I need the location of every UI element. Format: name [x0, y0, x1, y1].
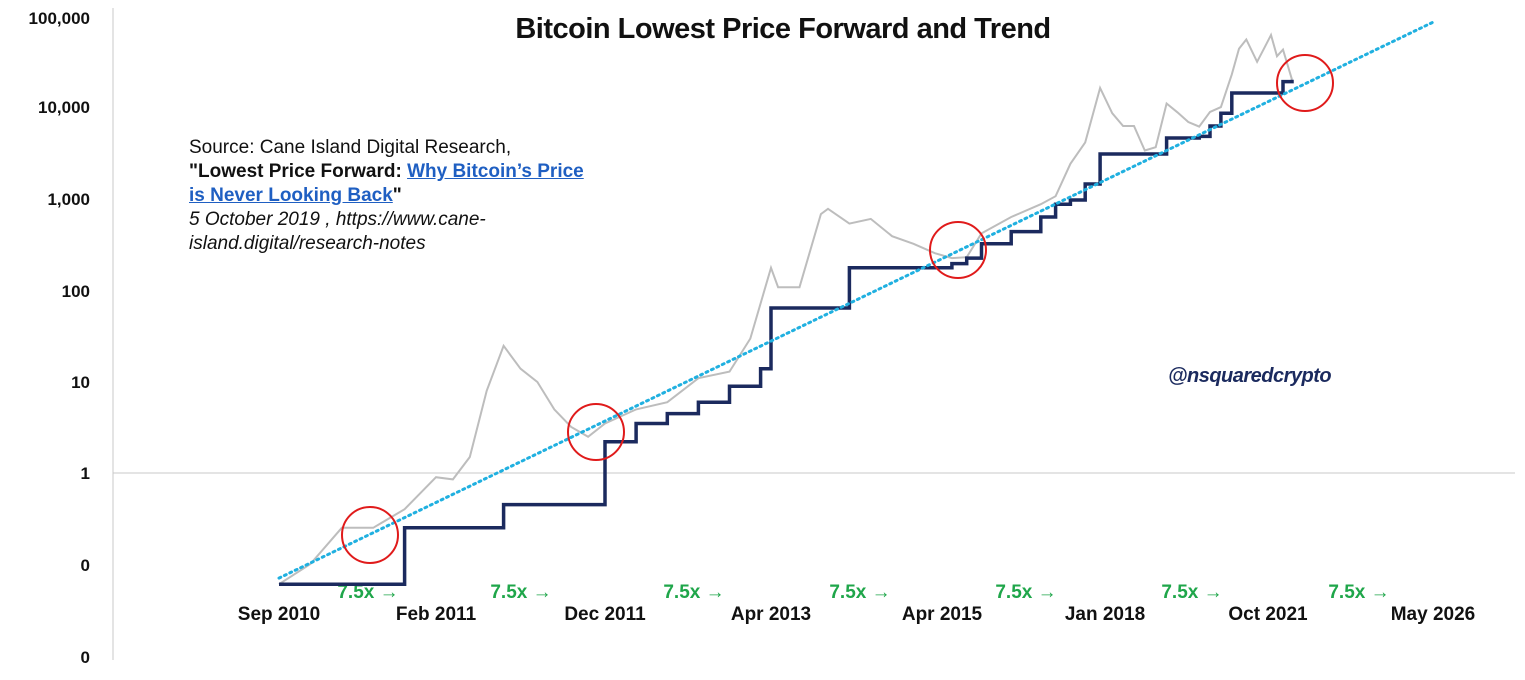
multiplier-label: 7.5x →	[337, 582, 398, 603]
trend-line	[277, 20, 1435, 580]
article-link-part2[interactable]: is Never Looking Back	[189, 185, 393, 206]
multiplier-labels: 7.5x → 7.5x → 7.5x → 7.5x → 7.5x → 7.5x → 7.5x…	[337, 582, 1389, 603]
series-layer	[277, 20, 1435, 586]
price-series-line	[278, 32, 1293, 586]
multiplier-label: 7.5x →	[663, 582, 724, 603]
multiplier-label: 7.5x →	[995, 582, 1056, 603]
x-tick-label: Sep 2010	[238, 604, 320, 625]
y-tick-label: 0	[81, 648, 90, 667]
source-line: Source: Cane Island Digital Research,	[189, 137, 512, 158]
y-tick-label: 1	[81, 464, 90, 483]
y-tick-label: 1,000	[47, 190, 90, 209]
article-link-part1[interactable]: Why Bitcoin’s Price	[407, 161, 584, 182]
highlight-circle	[1276, 54, 1334, 112]
chart-title: Bitcoin Lowest Price Forward and Trend	[515, 13, 1050, 45]
y-tick-label: 100,000	[29, 9, 90, 28]
source-url-rest: island.digital/research-notes	[189, 233, 426, 254]
y-tick-label: 10,000	[38, 98, 90, 117]
multiplier-label: 7.5x →	[829, 582, 890, 603]
x-tick-label: Jan 2018	[1065, 604, 1145, 625]
y-tick-label: 10	[71, 373, 90, 392]
highlight-circles	[341, 54, 1334, 564]
author-handle: @nsquaredcrypto	[1168, 365, 1332, 387]
y-tick-label: 0	[81, 556, 90, 575]
source-note: Source: Cane Island Digital Research, "L…	[189, 136, 659, 256]
x-tick-label: Apr 2013	[731, 604, 811, 625]
x-tick-label: Feb 2011	[396, 604, 477, 625]
multiplier-label: 7.5x →	[490, 582, 551, 603]
highlight-circle	[567, 403, 625, 461]
x-tick-label: Apr 2015	[902, 604, 983, 625]
highlight-circle	[929, 221, 987, 279]
x-tick-labels: Sep 2010 Feb 2011 Dec 2011 Apr 2013 Apr 2015…	[238, 604, 1475, 625]
quote-open: "Lowest Price Forward:	[189, 161, 408, 182]
quote-close: "	[392, 185, 402, 206]
multiplier-label: 7.5x →	[1328, 582, 1389, 603]
x-tick-label: May 2026	[1391, 604, 1476, 625]
highlight-circle	[341, 506, 399, 564]
source-date-url: 5 October 2019 , https://www.cane-	[189, 209, 486, 230]
multiplier-label: 7.5x →	[1161, 582, 1222, 603]
x-tick-label: Oct 2021	[1228, 604, 1308, 625]
y-tick-label: 100	[62, 282, 90, 301]
x-tick-label: Dec 2011	[564, 604, 646, 625]
